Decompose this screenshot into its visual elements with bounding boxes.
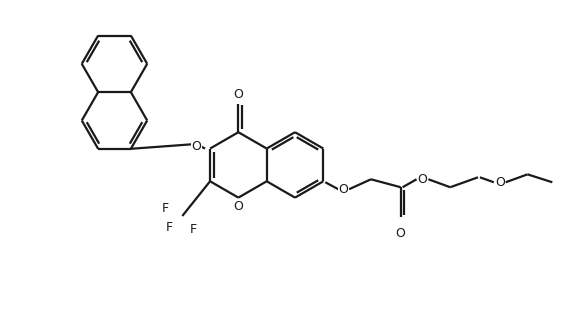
- Text: F: F: [161, 202, 169, 214]
- Text: O: O: [418, 173, 428, 186]
- Text: F: F: [165, 221, 173, 234]
- Text: O: O: [233, 200, 243, 213]
- Text: O: O: [191, 140, 201, 153]
- Text: O: O: [396, 227, 406, 240]
- Text: O: O: [233, 88, 243, 101]
- Text: O: O: [495, 176, 505, 189]
- Text: F: F: [190, 223, 197, 236]
- Text: O: O: [338, 183, 348, 196]
